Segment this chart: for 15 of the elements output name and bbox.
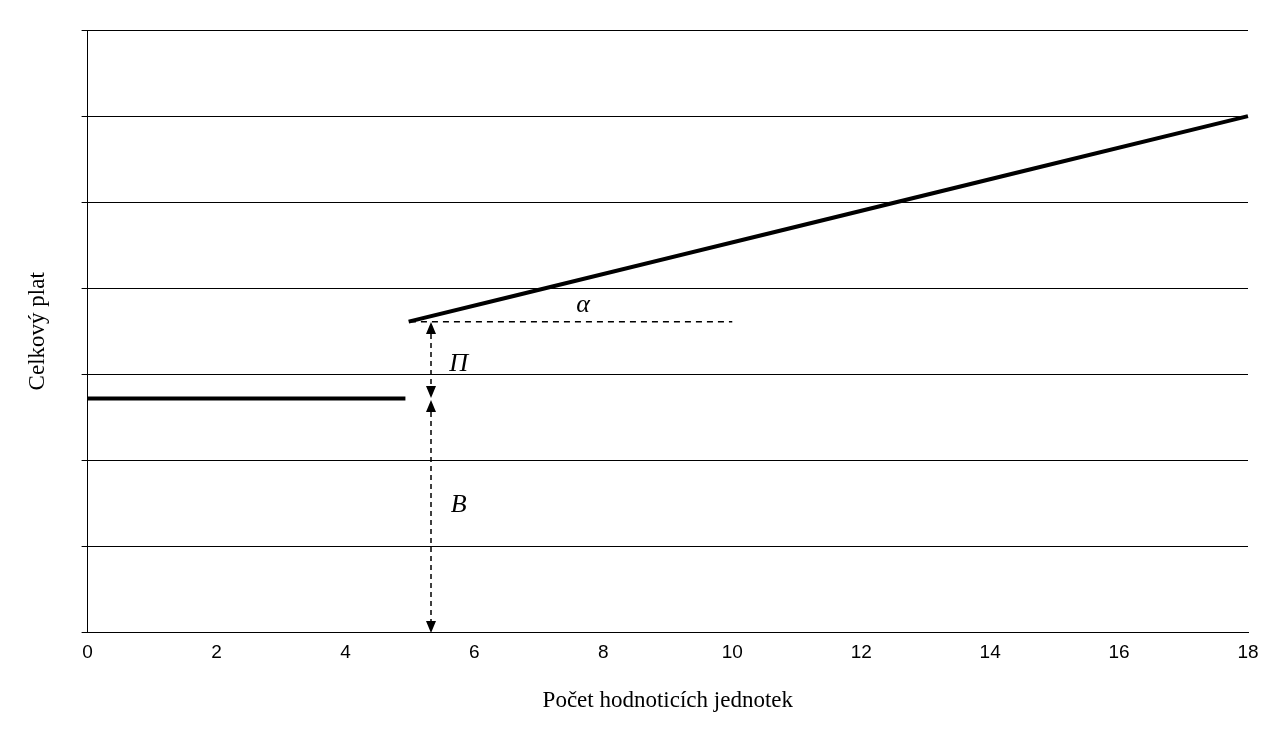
x-tick-label: 2 [211,641,222,663]
x-tick-label: 18 [1237,641,1259,663]
annotation: B [450,489,467,519]
x-tick-label: 12 [850,641,872,663]
x-tick-label: 16 [1108,641,1130,663]
annotation: Π [448,347,471,377]
x-axis-title: Počet hodnoticích jednotek [542,687,794,713]
x-tick-label: 6 [469,641,480,663]
y-axis-title: Celkový plat [23,271,49,391]
x-tick-label: 10 [721,641,743,663]
x-tick-label: 14 [979,641,1002,663]
annotation: α [576,289,592,319]
x-tick-label: 4 [340,641,352,663]
x-tick-label: 0 [82,641,93,663]
x-tick-label: 8 [598,641,609,663]
